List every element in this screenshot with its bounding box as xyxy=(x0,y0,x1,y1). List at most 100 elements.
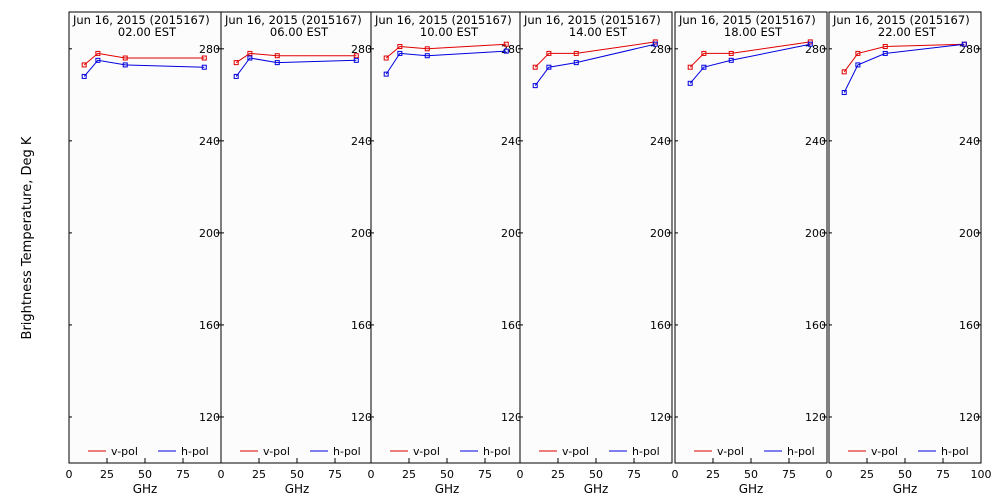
x-tick-label: 75 xyxy=(176,468,190,481)
panel-2: Jun 16, 2015 (2015167)06.00 EST 120 160 200… xyxy=(218,11,374,496)
y-axis-label: Brightness Temperature, Deg K xyxy=(20,136,35,339)
data-point-h-pol xyxy=(383,71,389,77)
x-tick-label: 0 xyxy=(826,468,833,481)
series-line-v-pol xyxy=(83,52,205,66)
plot-area-frame xyxy=(674,11,828,464)
data-point-h-pol xyxy=(233,73,239,79)
x-tick-label: 25 xyxy=(402,468,416,481)
data-point-v-pol xyxy=(728,50,734,56)
data-point-h-pol xyxy=(424,53,430,59)
x-axis-label: GHz xyxy=(893,482,918,496)
data-point-h-pol xyxy=(122,62,128,68)
panel-title: Jun 16, 2015 (2015167) xyxy=(678,13,816,27)
series-line-h-pol xyxy=(534,43,656,86)
legend-label-v-pol: v-pol xyxy=(413,445,440,458)
x-tick-label: 75 xyxy=(782,468,796,481)
x-tick-label: 0 xyxy=(517,468,524,481)
panel-title: Jun 16, 2015 (2015167) xyxy=(523,13,661,27)
y-tick-label: 160 xyxy=(959,319,980,332)
legend-label-h-pol: h-pol xyxy=(787,445,815,458)
legend-label-h-pol: h-pol xyxy=(181,445,209,458)
legend-label-v-pol: v-pol xyxy=(263,445,290,458)
y-tick-label: 240 xyxy=(199,135,220,148)
data-point-v-pol xyxy=(546,50,552,56)
data-point-v-pol xyxy=(247,50,253,56)
data-point-h-pol xyxy=(807,41,813,47)
y-tick-label: 120 xyxy=(959,411,980,424)
x-tick-label: 75 xyxy=(478,468,492,481)
y-tick-label: 200 xyxy=(805,227,826,240)
data-point-h-pol xyxy=(841,90,847,96)
data-point-v-pol xyxy=(201,55,207,61)
legend-label-v-pol: v-pol xyxy=(871,445,898,458)
series-line-v-pol xyxy=(534,41,656,68)
plot-area-frame xyxy=(220,11,374,464)
legend-label-h-pol: h-pol xyxy=(483,445,511,458)
y-tick-label: 120 xyxy=(199,411,220,424)
series-line-v-pol xyxy=(689,41,811,68)
data-point-v-pol xyxy=(397,44,403,50)
x-axis-label: GHz xyxy=(435,482,460,496)
y-tick-label: 200 xyxy=(650,227,671,240)
x-axis-label: GHz xyxy=(739,482,764,496)
x-tick-label: 25 xyxy=(252,468,266,481)
y-tick-label: 120 xyxy=(501,411,522,424)
data-point-v-pol xyxy=(855,50,861,56)
panel-1: Jun 16, 2015 (2015167)02.00 EST 120 160 200… xyxy=(66,11,222,496)
x-tick-label: 50 xyxy=(440,468,454,481)
chart-panels: Jun 16, 2015 (2015167)02.00 EST120160200… xyxy=(66,11,992,496)
y-tick-label: 160 xyxy=(351,319,372,332)
plot-area-frame xyxy=(828,11,982,464)
data-point-v-pol xyxy=(841,69,847,75)
panel-subtitle: 22.00 EST xyxy=(878,25,937,39)
panel-subtitle: 14.00 EST xyxy=(569,25,628,39)
data-point-v-pol xyxy=(353,53,359,59)
series-line-v-pol xyxy=(235,52,357,64)
plot-area-frame xyxy=(370,11,524,464)
data-point-v-pol xyxy=(687,64,693,70)
x-tick-label: 50 xyxy=(744,468,758,481)
y-tick-label: 240 xyxy=(805,135,826,148)
panel-title: Jun 16, 2015 (2015167) xyxy=(224,13,362,27)
x-tick-label: 75 xyxy=(627,468,641,481)
x-tick-label: 0 xyxy=(66,468,73,481)
data-point-v-pol xyxy=(95,50,101,56)
data-point-h-pol xyxy=(728,57,734,63)
legend-label-v-pol: v-pol xyxy=(562,445,589,458)
data-point-h-pol xyxy=(201,64,207,70)
y-tick-label: 120 xyxy=(351,411,372,424)
x-axis-label: GHz xyxy=(584,482,609,496)
x-tick-label: 25 xyxy=(706,468,720,481)
data-point-h-pol xyxy=(882,50,888,56)
legend-label-v-pol: v-pol xyxy=(717,445,744,458)
legend-label-v-pol: v-pol xyxy=(111,445,138,458)
x-tick-label: 50 xyxy=(898,468,912,481)
plot-area-frame xyxy=(519,11,673,464)
y-tick-label: 200 xyxy=(959,227,980,240)
panel-3: Jun 16, 2015 (2015167)10.00 EST 120 160 200… xyxy=(368,11,524,496)
panel-title: Jun 16, 2015 (2015167) xyxy=(832,13,970,27)
series-line-h-pol xyxy=(83,59,205,77)
panel-subtitle: 06.00 EST xyxy=(270,25,329,39)
y-tick-label: 120 xyxy=(650,411,671,424)
x-tick-label: 0 xyxy=(368,468,375,481)
y-tick-label: 240 xyxy=(959,135,980,148)
series-line-v-pol xyxy=(385,43,507,59)
x-tick-label: 25 xyxy=(100,468,114,481)
data-point-v-pol xyxy=(122,55,128,61)
series-line-h-pol xyxy=(385,50,507,75)
x-axis-label: GHz xyxy=(285,482,310,496)
data-point-v-pol xyxy=(274,53,280,59)
x-axis-label: GHz xyxy=(133,482,158,496)
y-tick-label: 160 xyxy=(501,319,522,332)
data-point-h-pol xyxy=(532,83,538,89)
series-line-h-pol xyxy=(689,43,811,84)
x-tick-label: 25 xyxy=(551,468,565,481)
x-tick-label: 75 xyxy=(328,468,342,481)
panel-title: Jun 16, 2015 (2015167) xyxy=(374,13,512,27)
data-point-h-pol xyxy=(81,73,87,79)
data-point-h-pol xyxy=(687,80,693,86)
legend-label-h-pol: h-pol xyxy=(632,445,660,458)
y-tick-label: 200 xyxy=(351,227,372,240)
